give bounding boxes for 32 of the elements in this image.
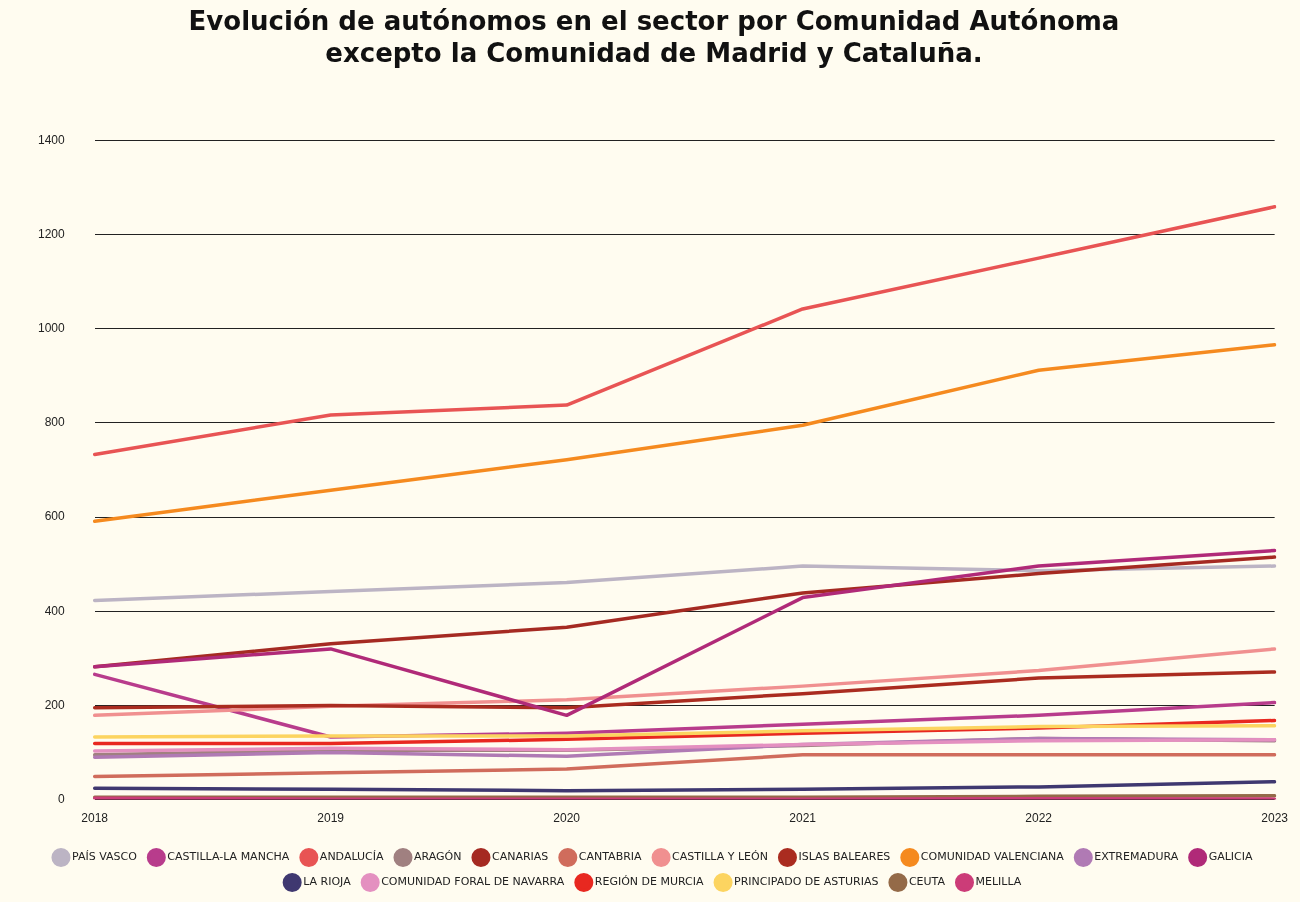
legend-label: CASTILLA Y LEÓN <box>672 850 768 864</box>
legend-label: COMUNIDAD VALENCIANA <box>920 850 1065 864</box>
legend-label: CASTILLA-LA MANCHA <box>167 850 290 864</box>
legend-label: CANTABRIA <box>578 850 643 864</box>
legend-label: COMUNIDAD FORAL DE NAVARRA <box>381 875 565 889</box>
y-tick-label: 1000 <box>37 321 66 336</box>
x-tick-label: 2022 <box>1025 811 1053 826</box>
legend-label: EXTREMADURA <box>1094 850 1179 864</box>
y-tick-label: 600 <box>44 509 66 524</box>
legend-label: LA RIOJA <box>303 875 352 889</box>
y-tick-label: 800 <box>44 415 66 430</box>
y-tick-label: 1200 <box>37 226 66 241</box>
y-tick-label: 200 <box>44 697 66 712</box>
legend-label: ISLAS BALEARES <box>798 850 891 864</box>
legend-label: CANARIAS <box>491 850 549 864</box>
legend-label: MELILLA <box>975 875 1022 889</box>
y-tick-label: 1400 <box>37 132 66 147</box>
x-tick-label: 2018 <box>81 811 109 826</box>
legend-label: ARAGÓN <box>413 850 462 864</box>
x-tick-label: 2021 <box>789 811 817 826</box>
x-tick-label: 2023 <box>1261 811 1289 826</box>
x-tick-label: 2020 <box>553 811 581 826</box>
chart-title: Evolución de autónomos en el sector por Comunidad Autónoma excepto la Comunidad de Madrid y Cataluña. <box>188 6 1120 68</box>
legend-label: PAÍS VASCO <box>71 850 138 864</box>
x-tick-label: 2019 <box>317 811 345 826</box>
legend-label: ANDALUCÍA <box>319 850 384 864</box>
y-tick-label: 400 <box>44 603 66 618</box>
legend-label: PRINCIPADO DE ASTURIAS <box>734 875 879 889</box>
legend-label: REGIÓN DE MURCIA <box>594 875 705 889</box>
y-tick-label: 0 <box>58 791 66 806</box>
legend-label: GALICIA <box>1208 850 1253 864</box>
legend-label: CEUTA <box>908 875 946 889</box>
